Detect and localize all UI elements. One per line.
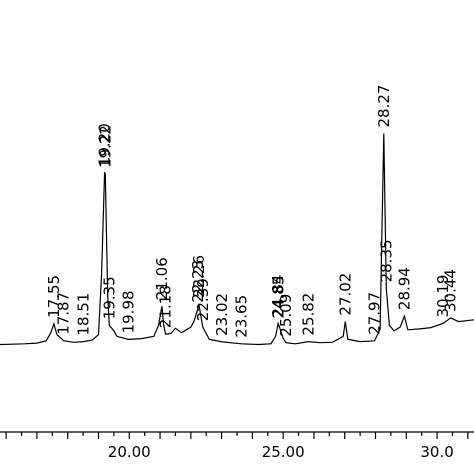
peak-label: 19.98 xyxy=(120,290,138,333)
peak-label: 19.35 xyxy=(100,276,118,319)
x-tick-label: 25.00 xyxy=(262,443,305,461)
series-line-0 xyxy=(0,133,474,346)
peak-label: 30.44 xyxy=(442,269,460,312)
peak-label: 23.02 xyxy=(213,293,231,336)
peak-label: 19.22 xyxy=(96,125,114,168)
trace-layer xyxy=(0,133,474,346)
peak-label: 25.82 xyxy=(299,293,317,336)
peak-label: 22.39 xyxy=(194,278,212,321)
peak-label: 17.55 xyxy=(45,275,63,318)
peak-label: 23.65 xyxy=(233,295,251,338)
peak-label: 18.51 xyxy=(74,293,92,336)
peak-label: 28.35 xyxy=(377,239,395,282)
x-axis: 20.00 25.00 30.0 xyxy=(0,431,474,461)
peak-label: 17.87 xyxy=(55,292,73,335)
peak-label: 25.09 xyxy=(277,294,295,337)
peak-label: 21.18 xyxy=(157,285,175,328)
peak-label: 28.27 xyxy=(375,85,393,128)
peak-label: 19.20 xyxy=(96,123,114,166)
peak-label: 21.06 xyxy=(153,257,171,300)
peak-label: 28.94 xyxy=(395,267,413,310)
x-tick-label: 20.00 xyxy=(108,443,151,461)
peak-label: 22.26 xyxy=(190,255,208,298)
peak-label: 22.23 xyxy=(189,260,207,303)
peak-label: 24.85 xyxy=(270,276,288,319)
peak-label: 30.19 xyxy=(434,275,452,318)
peak-label: 27.97 xyxy=(366,292,384,335)
peak-label: 24.84 xyxy=(269,275,287,318)
peak-label: 27.02 xyxy=(336,273,354,316)
x-tick-label: 30.0 xyxy=(420,443,453,461)
